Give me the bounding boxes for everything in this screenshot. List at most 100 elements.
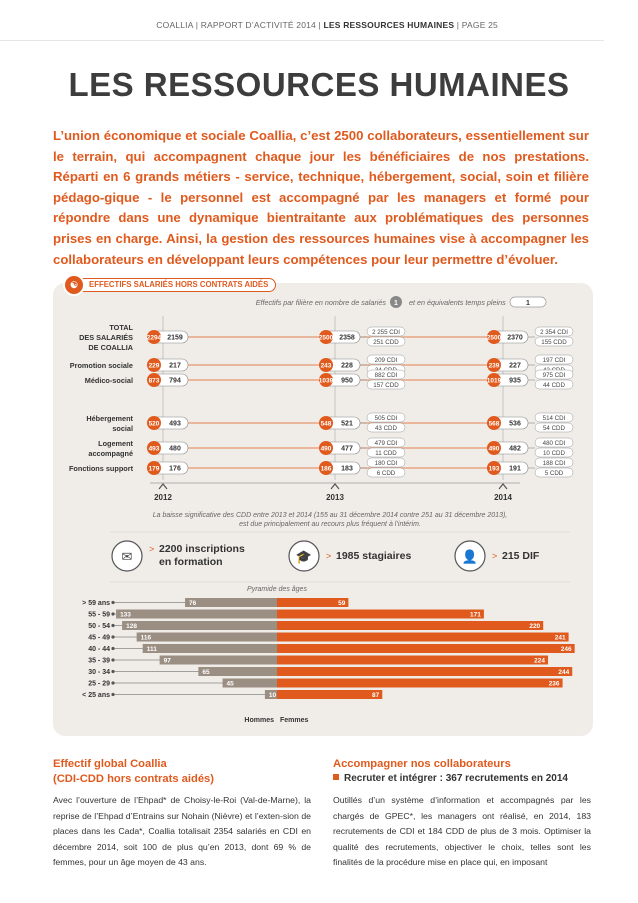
detail-pill — [366, 336, 406, 347]
women-bar — [277, 609, 484, 619]
age-leader-dot — [111, 612, 115, 616]
graduation-cap-icon-circle — [288, 540, 320, 572]
year-label: 2013 — [326, 493, 344, 502]
contract-detail: 11 CDD — [375, 450, 397, 457]
contract-detail: 479 CDI — [375, 440, 398, 447]
women-value: 220 — [529, 623, 540, 630]
headcount-value: 2500 — [487, 335, 502, 342]
fte-value: 950 — [341, 378, 353, 385]
age-leader-dot — [111, 692, 115, 697]
detail-pill — [366, 467, 406, 478]
contract-detail: 43 CDD — [375, 425, 398, 432]
detail-pill — [366, 437, 406, 448]
headcount-value: 1039 — [319, 378, 334, 385]
right-paragraph: Outillés d’un système d’information et a… — [333, 795, 591, 868]
fte-value: 480 — [169, 446, 181, 453]
fte-value: 521 — [341, 421, 353, 428]
headcount-value: 490 — [321, 446, 332, 453]
detail-pill — [366, 422, 406, 433]
headcount-value: 493 — [149, 446, 160, 453]
contract-detail: 155 CDD — [541, 339, 567, 346]
headcount-dot — [487, 461, 501, 475]
row-label: Logement — [98, 439, 133, 448]
headcount-value: 186 — [321, 466, 332, 473]
person-icon: 👤 — [462, 549, 478, 564]
headcount-dot — [319, 441, 333, 455]
headcount-dot — [319, 358, 333, 372]
age-label: 50 - 54 — [88, 623, 110, 630]
contract-detail: 975 CDI — [543, 372, 566, 379]
age-label: < 25 ans — [82, 692, 110, 699]
year-caret-2014 — [498, 483, 508, 490]
envelope-icon-circle — [111, 540, 143, 572]
row-label: TOTAL — [109, 323, 133, 332]
women-bar — [277, 667, 573, 676]
headcount-dot — [147, 461, 161, 475]
men-value: 111 — [147, 646, 158, 653]
headcount-dot — [487, 373, 501, 387]
detail-pill — [534, 412, 574, 423]
left-heading: Effectif global Coallia (CDI-CDD hors con… — [53, 758, 214, 785]
age-leader-dot — [111, 600, 115, 605]
men-value: 133 — [120, 612, 131, 619]
women-bar — [277, 655, 549, 665]
headcount-dot — [147, 373, 161, 387]
detail-pill — [534, 457, 574, 468]
fte-value: 183 — [341, 466, 353, 473]
headcount-value: 2294 — [147, 335, 162, 342]
women-value: 87 — [372, 692, 380, 699]
contract-detail: 197 CDI — [543, 357, 566, 364]
row-label: Fonctions support — [69, 464, 134, 473]
headcount-value: 239 — [489, 363, 500, 370]
stat-text: 1985 stagiaires — [336, 550, 411, 562]
age-label: > 59 ans — [82, 600, 110, 607]
age-leader-dot — [111, 681, 115, 685]
age-label: 40 - 44 — [88, 646, 110, 653]
age-label: 30 - 34 — [88, 669, 110, 676]
headcount-dot — [319, 416, 333, 430]
age-leader-dot — [111, 635, 115, 639]
men-bar — [136, 632, 277, 642]
person-icon-circle — [454, 540, 486, 572]
women-value: 224 — [534, 658, 545, 665]
age-label: 55 - 59 — [88, 612, 110, 619]
men-legend: Hommes — [244, 717, 274, 724]
contract-detail: 480 CDI — [543, 440, 566, 447]
fte-value: 536 — [509, 421, 521, 428]
women-bar — [277, 690, 383, 699]
fte-value: 191 — [509, 466, 521, 473]
age-leader-dot — [111, 646, 115, 651]
men-bar — [264, 690, 277, 699]
legend-right: 1 — [526, 300, 530, 307]
envelope-icon: ✉ — [122, 549, 133, 564]
headcount-value: 548 — [321, 421, 332, 428]
age-label: 45 - 49 — [88, 635, 110, 642]
headcount-value: 520 — [149, 421, 160, 428]
men-value: 65 — [202, 669, 210, 676]
men-bar — [142, 644, 277, 653]
fte-value: 935 — [509, 378, 521, 385]
contract-detail: 5 CDD — [545, 470, 564, 477]
headcount-value: 2500 — [319, 335, 334, 342]
headcount-value: 873 — [149, 378, 160, 385]
fte-value: 176 — [169, 466, 181, 473]
women-value: 236 — [549, 681, 560, 688]
people-icon: ☯ — [63, 274, 85, 296]
legend-mid: 1 — [394, 300, 398, 307]
men-bar — [185, 598, 277, 607]
headcount-value: 229 — [149, 363, 160, 370]
page-title: LES RESSOURCES HUMAINES — [68, 66, 570, 103]
detail-pill — [534, 354, 574, 365]
detail-pill — [534, 422, 574, 433]
header-rule — [0, 40, 604, 41]
row-label: Médico-social — [85, 376, 133, 385]
age-label: 25 - 29 — [88, 681, 110, 688]
women-bar — [277, 598, 349, 607]
contract-detail: 54 CDD — [543, 425, 566, 432]
left-paragraph: Avec l’ouverture de l’Ehpad* de Choisy-l… — [53, 795, 311, 868]
fte-value: 227 — [509, 363, 521, 370]
age-leader-dot — [111, 658, 115, 662]
headcount-dot — [487, 358, 501, 372]
detail-pill — [366, 447, 406, 458]
men-bar — [198, 667, 277, 676]
